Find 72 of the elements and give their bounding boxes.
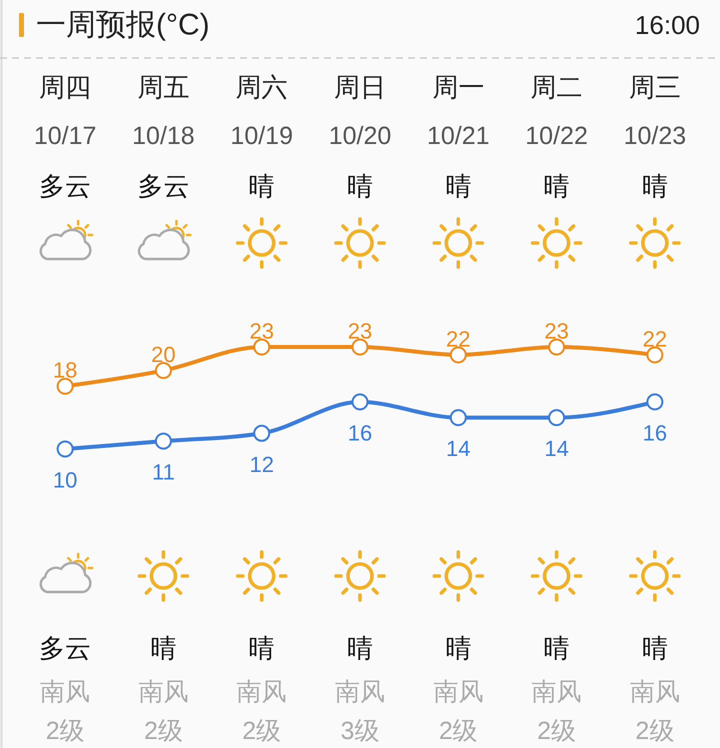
point	[352, 338, 368, 356]
point	[154, 362, 172, 380]
annotation: 2级	[537, 717, 576, 745]
point	[548, 338, 566, 356]
annotation: 2级	[242, 717, 282, 745]
data-label: 12	[249, 452, 274, 477]
annotation: 10/19	[230, 122, 293, 150]
data-label: 18	[52, 358, 78, 383]
annotation: 2级	[144, 717, 183, 745]
annotation: 晴	[544, 171, 570, 201]
annotation: 3级	[340, 717, 380, 745]
annotation: 10/23	[624, 122, 686, 150]
annotation: 晴	[347, 171, 373, 201]
point	[253, 338, 270, 356]
point	[253, 424, 270, 442]
data-label: 22	[642, 326, 668, 352]
annotation: 晴	[248, 633, 275, 663]
annotation: 10/20	[328, 122, 392, 150]
point	[56, 378, 74, 395]
data-label: 23	[348, 318, 372, 344]
annotation: 南风	[433, 678, 484, 706]
annotation: 南风	[40, 678, 90, 706]
point	[154, 432, 172, 450]
category: 周四	[39, 72, 92, 102]
data-label: 11	[152, 460, 175, 485]
annotation: 晴	[445, 171, 472, 201]
point	[450, 409, 467, 426]
annotation: 晴	[445, 633, 472, 663]
category: 周三	[628, 72, 681, 102]
category: 周日	[334, 72, 386, 102]
annotation: 晴	[150, 633, 176, 663]
point	[646, 393, 664, 410]
point	[548, 409, 566, 426]
annotation: 2级	[438, 717, 478, 745]
data-label: 14	[446, 436, 471, 462]
annotation: 晴	[248, 171, 275, 201]
data-label: 22	[446, 326, 471, 352]
point	[352, 393, 368, 410]
category: 周五	[137, 72, 190, 102]
point	[646, 346, 664, 364]
annotation: 10/17	[34, 122, 96, 150]
annotation: 南风	[532, 678, 582, 706]
data-label: 10	[52, 468, 78, 492]
annotation: 南风	[335, 678, 385, 706]
data-label: 16	[348, 420, 372, 446]
category: 周六	[236, 72, 288, 102]
annotation: 晴	[642, 171, 668, 201]
annotation: 多云	[39, 171, 92, 201]
data-label: 23	[544, 318, 569, 344]
data-label: 14	[544, 436, 569, 462]
annotation: 南风	[138, 678, 188, 706]
annotation: 10/22	[525, 122, 588, 150]
data-label: 16	[642, 420, 668, 446]
annotation: 10/18	[132, 122, 195, 150]
annotation: 2级	[46, 717, 85, 745]
data-label: 20	[151, 342, 176, 368]
title: 一周预报(°C)	[36, 8, 210, 42]
annotation: 多云	[39, 633, 92, 663]
point	[450, 346, 467, 364]
annotation: 10/21	[427, 122, 490, 150]
annotation: 晴	[347, 633, 373, 663]
category: 周二	[530, 72, 583, 102]
annotation: 晴	[642, 633, 668, 663]
category: 周一	[432, 72, 484, 102]
annotation: 多云	[137, 171, 190, 201]
annotation: 2级	[635, 717, 674, 745]
subtitle: 16:00	[634, 10, 700, 40]
annotation: 南风	[630, 678, 680, 706]
data-label: 23	[249, 318, 274, 344]
annotation: 晴	[544, 633, 570, 663]
point	[56, 440, 74, 458]
annotation: 南风	[236, 678, 287, 706]
